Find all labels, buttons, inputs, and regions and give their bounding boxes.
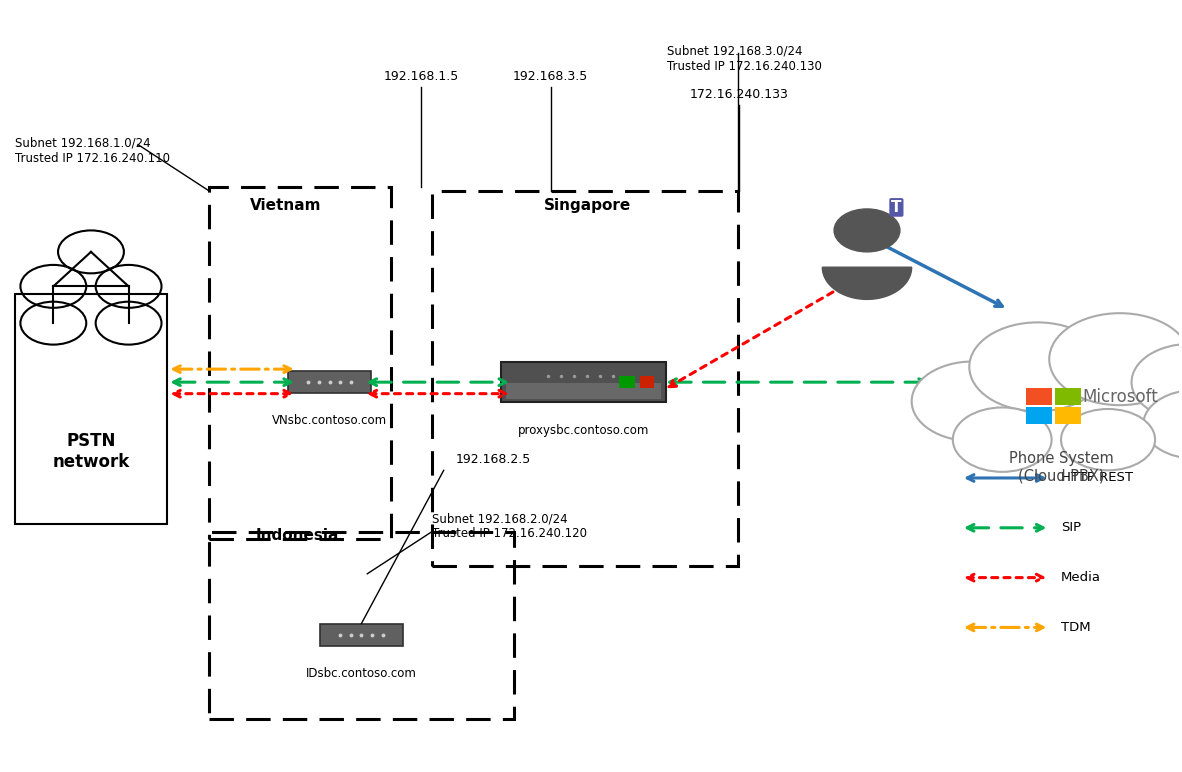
Text: Singapore: Singapore	[544, 198, 631, 213]
Text: 192.168.3.5: 192.168.3.5	[513, 70, 589, 83]
Circle shape	[1050, 313, 1182, 405]
Text: Vietnam: Vietnam	[249, 198, 322, 213]
Circle shape	[969, 323, 1105, 411]
Text: 192.168.1.5: 192.168.1.5	[384, 70, 459, 83]
Bar	[501, 362, 665, 402]
Text: 172.16.240.133: 172.16.240.133	[689, 88, 788, 101]
Circle shape	[1143, 390, 1182, 459]
Bar	[288, 371, 371, 393]
Bar	[320, 625, 403, 646]
Text: Media: Media	[1061, 571, 1100, 584]
Bar	[1026, 388, 1052, 405]
Circle shape	[953, 408, 1052, 472]
Text: VNsbc.contoso.com: VNsbc.contoso.com	[272, 415, 388, 428]
Bar	[1026, 408, 1052, 425]
Text: T: T	[891, 200, 902, 215]
Text: Subnet 192.168.2.0/24
Trusted IP 172.16.240.120: Subnet 192.168.2.0/24 Trusted IP 172.16.…	[431, 513, 587, 540]
Circle shape	[834, 209, 900, 252]
Text: HTTP REST: HTTP REST	[1061, 472, 1134, 485]
Text: Phone System
(Cloud PBX): Phone System (Cloud PBX)	[1008, 451, 1113, 483]
Circle shape	[1131, 344, 1182, 421]
Bar	[14, 294, 168, 524]
Circle shape	[911, 361, 1034, 441]
Text: TDM: TDM	[1061, 621, 1091, 634]
Bar	[506, 383, 661, 399]
Text: Microsoft: Microsoft	[1083, 388, 1158, 406]
Text: Subnet 192.168.3.0/24
Trusted IP 172.16.240.130: Subnet 192.168.3.0/24 Trusted IP 172.16.…	[667, 45, 821, 73]
Text: IDsbc.contoso.com: IDsbc.contoso.com	[306, 667, 417, 680]
Bar	[619, 376, 636, 388]
Bar	[1056, 388, 1082, 405]
Text: PSTN
network: PSTN network	[52, 432, 130, 471]
Polygon shape	[823, 267, 911, 300]
Text: Indonesia: Indonesia	[255, 528, 339, 543]
Text: SIP: SIP	[1061, 521, 1082, 534]
Text: 192.168.2.5: 192.168.2.5	[455, 453, 531, 466]
Text: Subnet 192.168.1.0/24
Trusted IP 172.16.240.110: Subnet 192.168.1.0/24 Trusted IP 172.16.…	[14, 137, 169, 165]
Circle shape	[1061, 409, 1155, 470]
Bar	[1056, 408, 1082, 425]
Text: proxysbc.contoso.com: proxysbc.contoso.com	[518, 425, 649, 437]
Bar	[641, 376, 654, 388]
